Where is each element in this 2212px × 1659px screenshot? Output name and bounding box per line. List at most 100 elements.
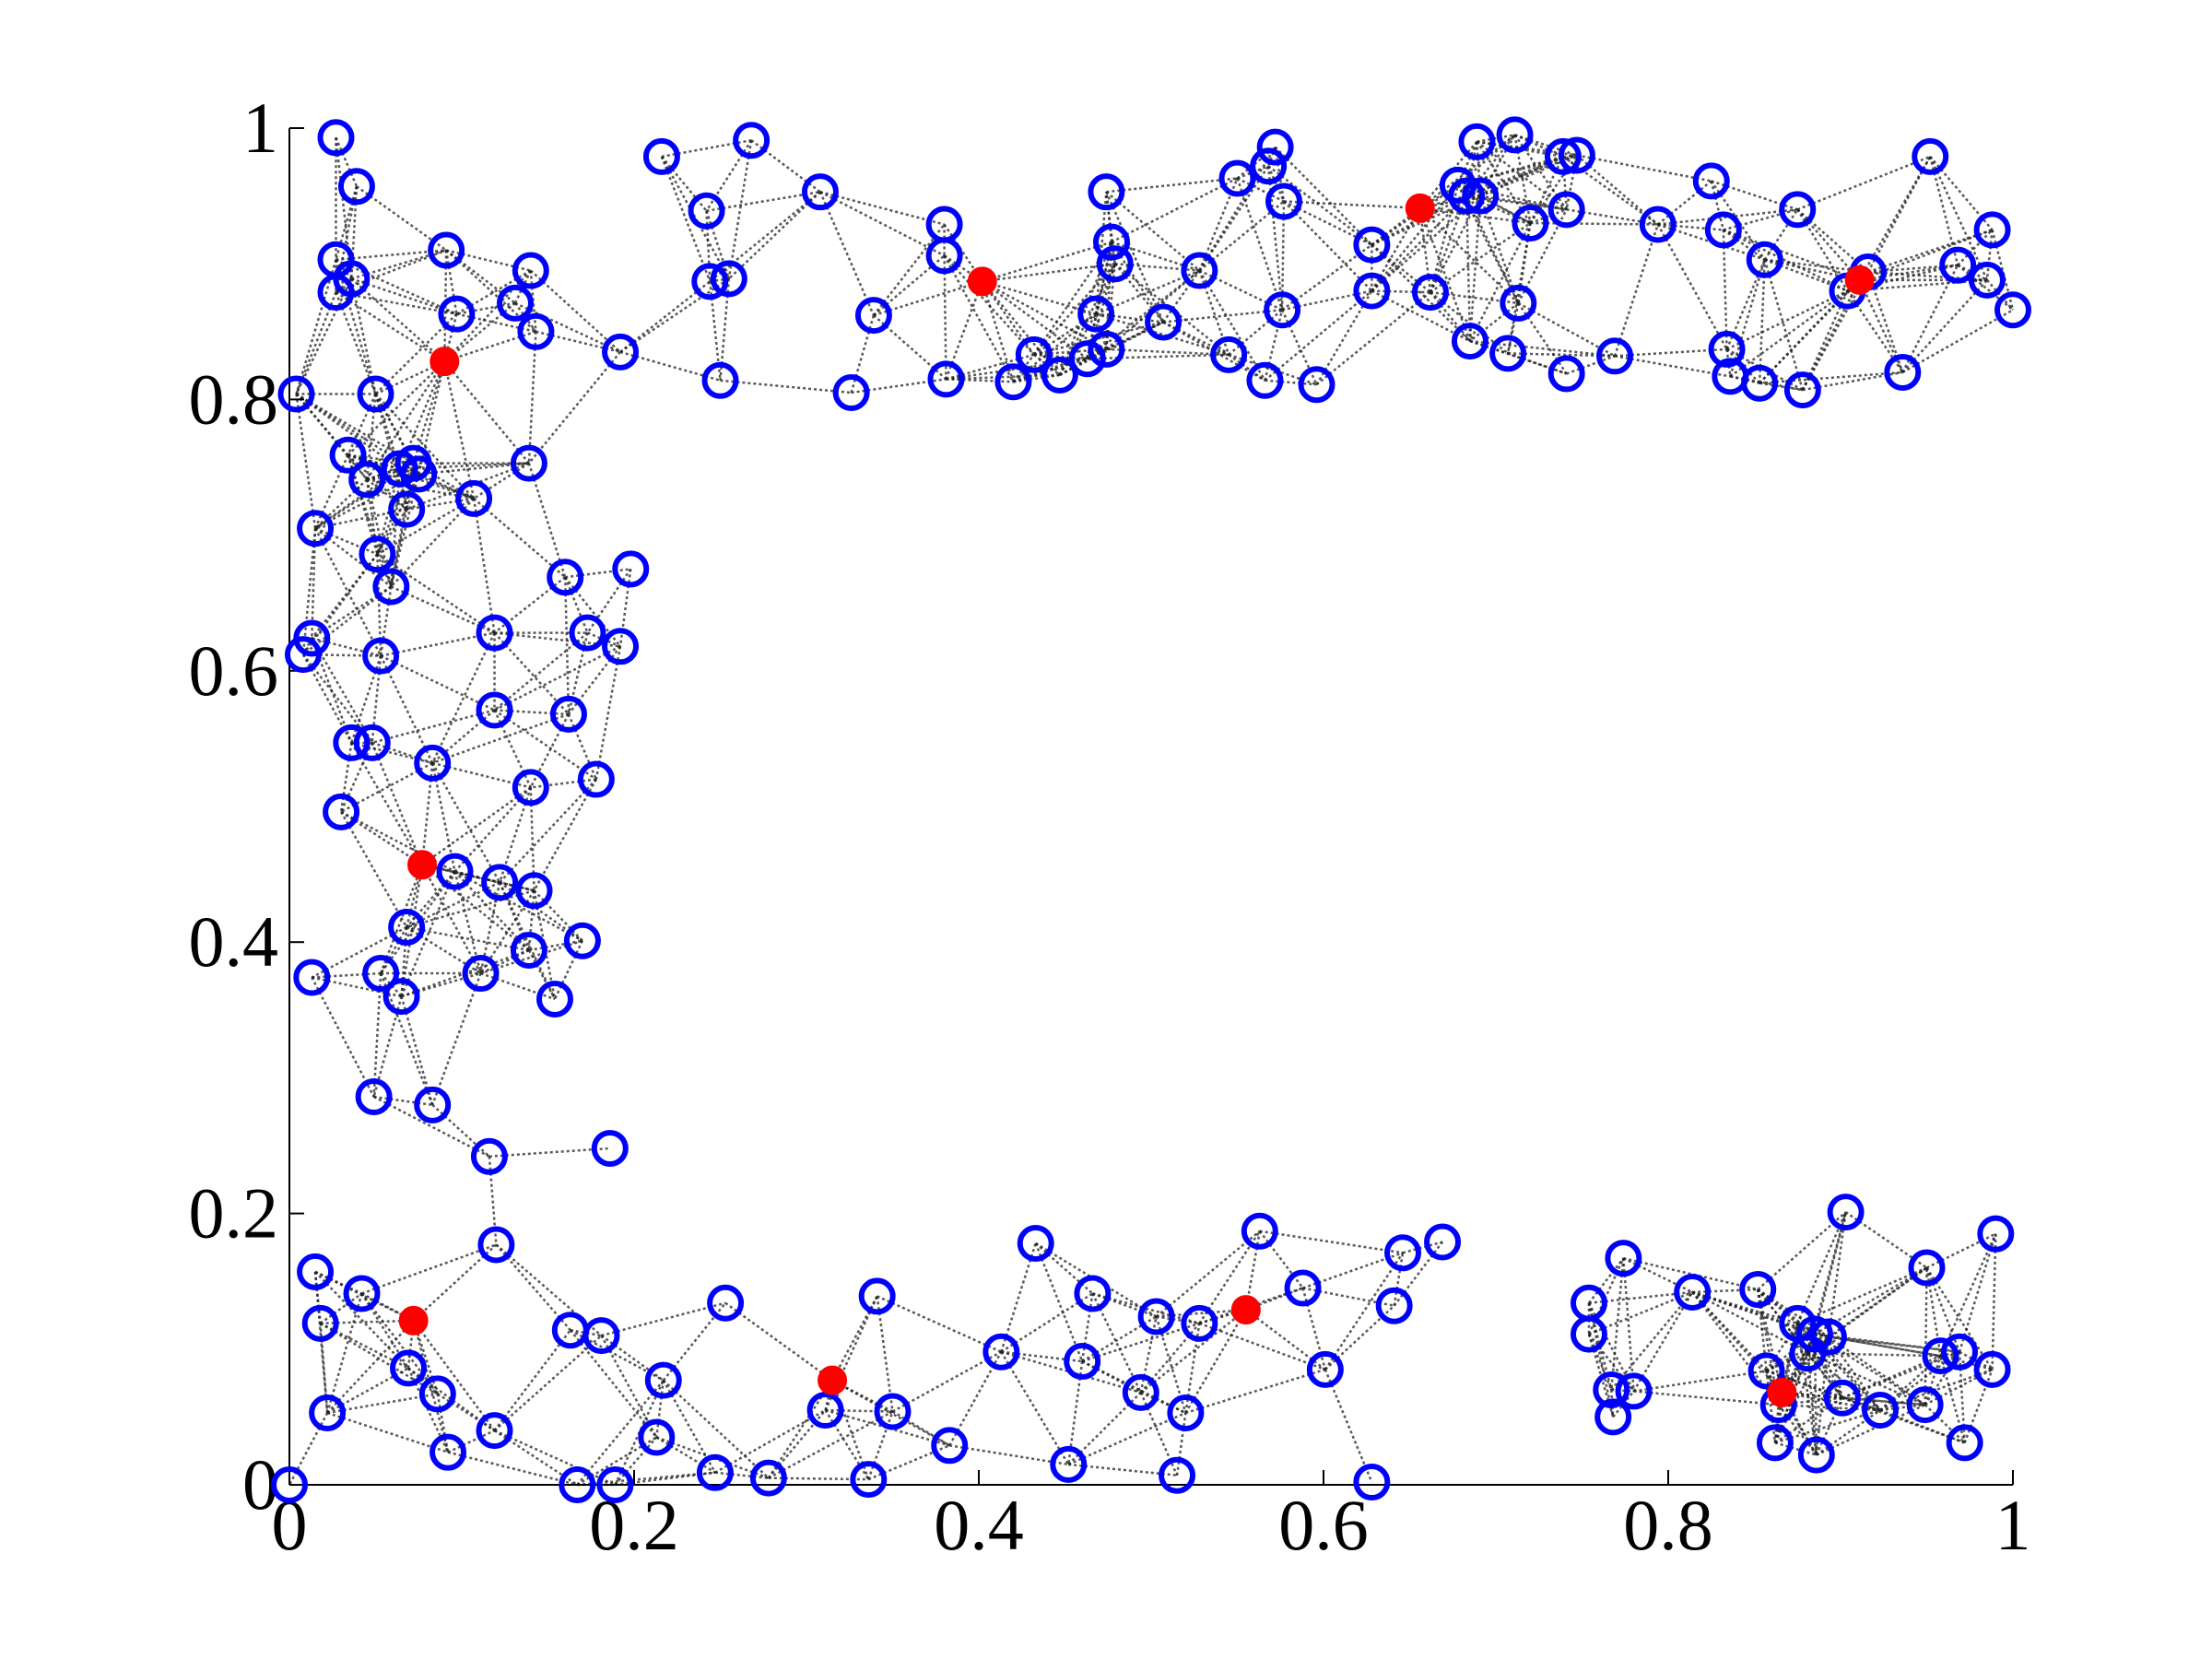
edge [709,191,821,283]
edge [495,1243,603,1337]
edge [1656,223,1728,350]
edge [1198,146,1277,272]
edge [1940,1354,1993,1371]
edge [877,1295,1002,1353]
edge [1280,309,1318,385]
edge [1766,1370,1881,1412]
point [297,1253,335,1290]
point [1064,1343,1101,1381]
edge [563,577,571,714]
point [293,959,331,996]
point [1489,335,1527,372]
edge [494,709,570,716]
edge [819,191,946,257]
edge [1513,134,1568,211]
point [1922,1337,1959,1375]
point [931,1427,969,1465]
point [355,1078,393,1116]
point [1218,159,1256,197]
edge [1777,1352,1809,1406]
edge [1796,208,1861,281]
point [1353,226,1391,264]
edge [443,301,516,363]
edge [360,1292,415,1322]
edge [1013,373,1061,383]
edge [431,712,570,765]
point [1939,246,1977,284]
edge [714,1471,769,1479]
edge [376,473,420,555]
edge [1105,191,1165,323]
edge [360,1292,439,1395]
edge [1371,289,1430,294]
point [1795,1315,1833,1353]
point [1015,335,1053,373]
edge [1081,1322,1200,1363]
point [642,137,680,175]
point [1912,137,1949,175]
edge [564,576,589,634]
edge [312,637,382,657]
point [1593,1371,1630,1408]
edge [373,1095,433,1107]
center-point [1767,1377,1797,1407]
edge [1759,278,1861,384]
edge [825,1408,950,1447]
point [1306,1350,1344,1388]
point [1739,1271,1777,1309]
edge [1622,1258,1635,1392]
edge [372,972,382,1098]
edge [373,1095,490,1158]
edge [480,948,530,975]
edge [824,1295,878,1411]
edge [1816,1404,1926,1456]
edge [655,1436,716,1474]
edge [421,786,532,866]
y-tick-label: 0.4 [189,901,279,982]
edge [1562,154,1578,159]
point [1077,295,1115,333]
y-tick-label: 0.6 [189,630,279,711]
point [462,955,500,993]
edge [335,259,377,394]
edge [1729,289,1849,378]
edge [1087,269,1201,360]
point [1558,136,1595,174]
point [1862,1392,1900,1430]
edge [1067,1411,1186,1466]
edge [1985,229,1994,280]
edge [302,585,393,656]
point [1692,162,1730,200]
edge [1184,1323,1201,1414]
edge [1806,1352,1926,1406]
edge [493,576,566,634]
edge [1105,321,1164,351]
edge [1267,165,1286,202]
edge [320,1319,414,1325]
edge [1610,1291,1694,1391]
edge [943,254,1035,356]
edge [1259,1230,1404,1254]
edge [1957,229,1994,266]
point [455,479,493,517]
edge [1901,309,2014,374]
edge [412,1320,450,1453]
edge [1371,194,1481,292]
edge [1765,1323,1799,1372]
point [1041,356,1078,394]
edge [873,280,983,317]
edge [326,1411,449,1453]
point [854,297,892,335]
edge [376,508,408,555]
point [343,1275,381,1312]
edge [376,553,496,634]
point [696,1453,734,1491]
point [362,955,400,993]
edge [1371,243,1431,294]
point [577,760,615,798]
edge [1274,147,1286,202]
point [1704,211,1742,249]
edge [819,190,945,226]
edge [1796,155,1931,211]
point [549,695,587,733]
